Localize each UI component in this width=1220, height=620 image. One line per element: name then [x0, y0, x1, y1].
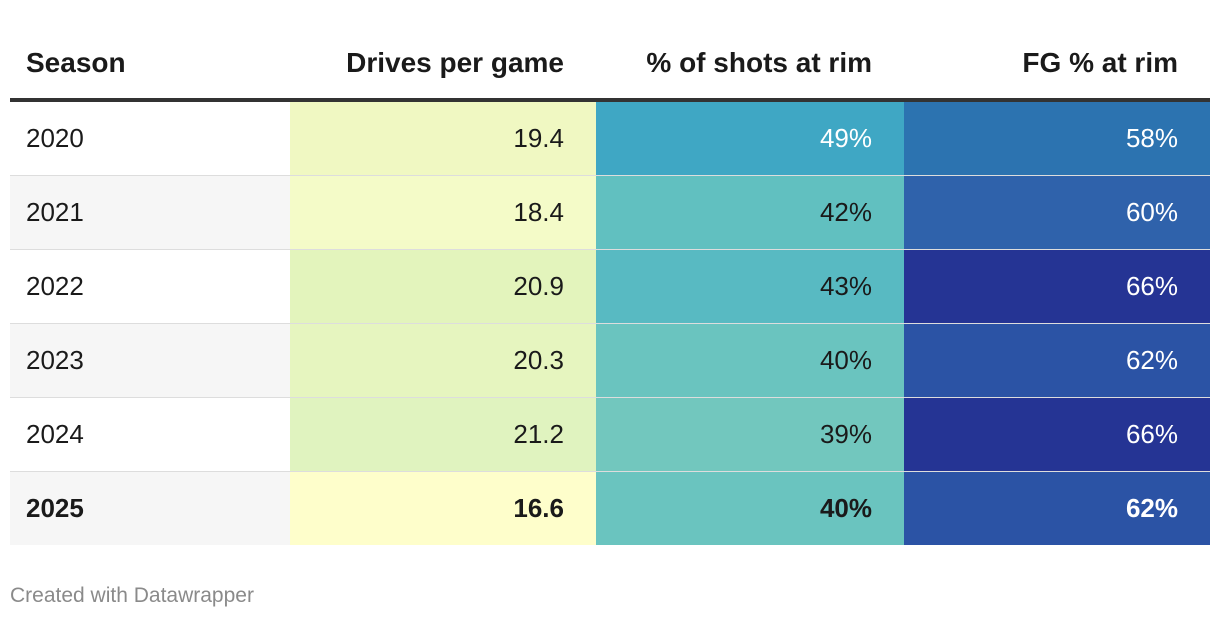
column-header-drives[interactable]: Drives per game — [290, 28, 596, 102]
cell-drives: 21.2 — [290, 397, 596, 472]
cell-drives: 20.9 — [290, 249, 596, 324]
table-row: 2021 18.4 42% 60% — [10, 175, 1210, 250]
table-body: 2020 19.4 49% 58% 2021 18.4 42% 60% 2022… — [10, 100, 1210, 545]
cell-season: 2020 — [26, 123, 84, 153]
table-row: 2020 19.4 49% 58% — [10, 100, 1210, 176]
cell-drives: 18.4 — [290, 175, 596, 250]
table-row-highlight: 2025 16.6 40% 62% — [10, 471, 1210, 545]
cell-rim-fg: 66% — [904, 249, 1210, 324]
cell-drives: 19.4 — [290, 100, 596, 176]
cell-drives: 16.6 — [290, 471, 596, 545]
table-row: 2022 20.9 43% 66% — [10, 249, 1210, 324]
cell-rim-shots: 43% — [596, 249, 904, 324]
cell-rim-fg: 60% — [904, 175, 1210, 250]
cell-drives: 20.3 — [290, 323, 596, 398]
cell-season: 2024 — [10, 397, 290, 472]
header-row: Season Drives per game % of shots at rim… — [10, 28, 1210, 102]
cell-season: 2023 — [10, 323, 290, 398]
cell-rim-fg: 62% — [904, 471, 1210, 545]
cell-season: 2025 — [10, 471, 290, 545]
column-header-rim-fg[interactable]: FG % at rim — [904, 28, 1210, 102]
cell-rim-shots: 42% — [596, 175, 904, 250]
column-header-rim-shots[interactable]: % of shots at rim — [596, 28, 904, 102]
table-row: 2023 20.3 40% 62% — [10, 323, 1210, 398]
cell-rim-shots: 39% — [596, 397, 904, 472]
cell-season: 2021 — [10, 175, 290, 250]
table-row: 2024 21.2 39% 66% — [10, 397, 1210, 472]
cell-rim-fg: 66% — [904, 397, 1210, 472]
cell-season: 2022 — [10, 249, 290, 324]
cell-rim-fg: 58% — [904, 100, 1210, 176]
cell-rim-shots: 40% — [596, 471, 904, 545]
data-table-container: Season Drives per game % of shots at rim… — [10, 28, 1210, 545]
season-stats-table: Season Drives per game % of shots at rim… — [10, 28, 1210, 545]
column-header-season[interactable]: Season — [10, 28, 290, 102]
cell-rim-shots: 40% — [596, 323, 904, 398]
cell-rim-fg: 62% — [904, 323, 1210, 398]
cell-rim-shots: 49% — [596, 100, 904, 176]
table-header: Season Drives per game % of shots at rim… — [10, 28, 1210, 102]
datawrapper-credit[interactable]: Created with Datawrapper — [10, 584, 254, 607]
